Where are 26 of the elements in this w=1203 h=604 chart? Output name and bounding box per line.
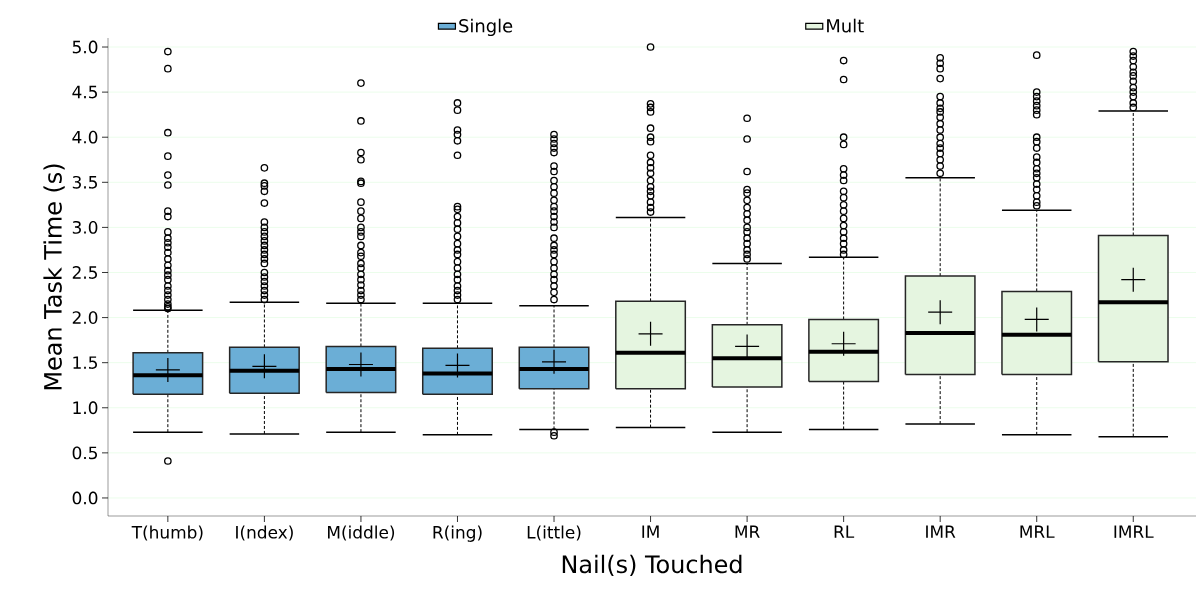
x-tick-label: R(ing): [433, 525, 482, 542]
y-tick-label: 1.0: [73, 401, 98, 415]
x-tick-label: RL: [834, 525, 855, 538]
x-tick-label: MRL: [1020, 525, 1055, 538]
y-tick-label: 0.0: [72, 491, 98, 505]
y-tick-label: 2.5: [72, 266, 97, 279]
x-tick-label: L(ittle): [527, 525, 581, 541]
y-tick-label: 0.5: [72, 446, 97, 460]
y-tick-label: 4.5: [72, 85, 97, 99]
x-tick-label: T(humb): [131, 525, 203, 541]
x-axis-title: Nail(s) Touched: [562, 554, 742, 577]
y-tick-label: 3.5: [72, 175, 97, 189]
y-tick-label: 2.0: [72, 311, 98, 324]
y-tick-label: 3.0: [72, 220, 98, 234]
y-axis-title: Mean Task Time (s): [43, 164, 65, 390]
x-tick-label: M(iddle): [328, 525, 395, 541]
x-tick-label: IMRL: [1114, 525, 1154, 538]
y-tick-label: 4.0: [72, 130, 98, 144]
x-tick-label: I(ndex): [236, 525, 293, 541]
legend-label: Mult: [827, 18, 864, 33]
x-tick-label: MR: [735, 525, 760, 538]
y-tick-label: 5.0: [72, 40, 98, 54]
x-tick-label: IMR: [926, 525, 956, 538]
y-tick-label: 1.5: [73, 356, 97, 369]
legend-label: Single: [459, 18, 513, 37]
x-tick-label: IM: [642, 525, 659, 538]
